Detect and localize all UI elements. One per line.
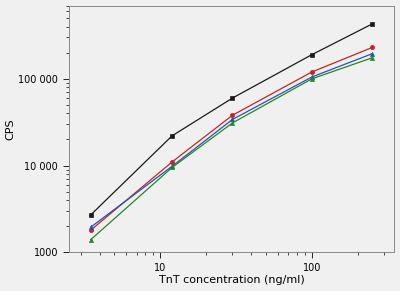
Y-axis label: CPS: CPS bbox=[6, 118, 16, 140]
X-axis label: TnT concentration (ng/ml): TnT concentration (ng/ml) bbox=[159, 276, 304, 285]
